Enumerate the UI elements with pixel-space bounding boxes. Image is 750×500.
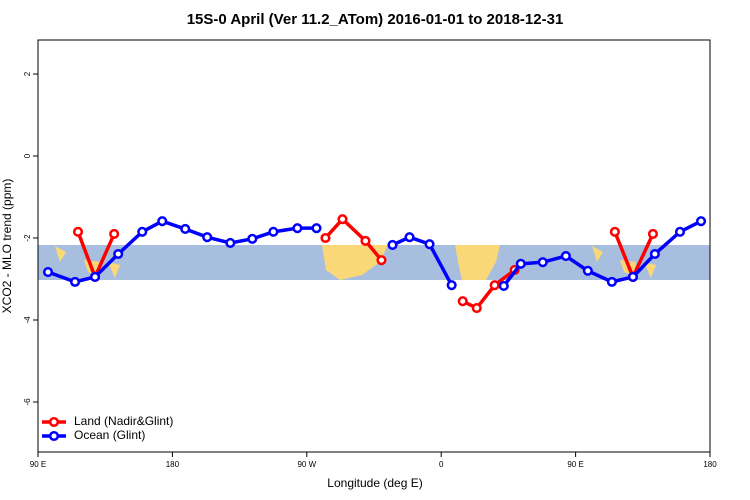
y-axis-label: XCO2 - MLO trend (ppm) xyxy=(0,179,14,314)
data-point xyxy=(515,258,526,269)
x-tick-label: 0 xyxy=(439,460,444,469)
y-tick-label: -2 xyxy=(23,234,32,242)
data-point xyxy=(582,265,593,276)
data-point xyxy=(292,223,303,234)
y-tick-label: 0 xyxy=(23,153,32,158)
data-point xyxy=(695,216,707,227)
data-point xyxy=(69,276,81,287)
y-tick-label: 2 xyxy=(23,71,32,76)
y-tick-label: -6 xyxy=(23,398,32,406)
land-area xyxy=(455,245,500,280)
data-point xyxy=(627,271,638,283)
data-point xyxy=(320,232,331,244)
data-point xyxy=(202,232,213,243)
data-point xyxy=(311,223,322,234)
data-point xyxy=(376,255,387,266)
data-point xyxy=(560,250,571,262)
data-point xyxy=(457,296,468,307)
legend-marker xyxy=(48,430,60,442)
legend-label: Land (Nadir&Glint) xyxy=(74,414,173,428)
data-point xyxy=(89,271,101,283)
land-area xyxy=(322,245,388,280)
data-point xyxy=(113,248,124,260)
x-tick-label: 90 E xyxy=(567,460,583,469)
x-tick-label: 180 xyxy=(166,460,180,469)
data-point xyxy=(337,214,348,225)
plot-frame xyxy=(37,39,711,453)
data-point xyxy=(537,257,548,268)
data-point xyxy=(387,239,398,251)
chart-title: 15S-0 April (Ver 11.2_ATom) 2016-01-01 t… xyxy=(187,11,564,28)
data-point xyxy=(649,248,660,260)
land-area xyxy=(592,246,656,278)
x-tick-label: 90 E xyxy=(30,460,46,469)
data-point xyxy=(446,280,457,291)
data-point xyxy=(157,216,168,227)
legend-label: Ocean (Glint) xyxy=(74,428,145,442)
y-tick-label: -4 xyxy=(23,316,32,324)
data-point xyxy=(498,280,509,292)
data-point xyxy=(225,237,236,248)
data-point xyxy=(424,239,435,250)
legend-marker xyxy=(48,416,60,428)
data-point xyxy=(268,226,279,237)
data-point xyxy=(109,228,120,239)
data-point xyxy=(247,233,258,244)
data-point xyxy=(137,226,148,237)
data-point xyxy=(360,235,371,246)
x-axis-label: Longitude (deg E) xyxy=(327,476,422,490)
data-point xyxy=(606,276,617,287)
data-point xyxy=(674,226,686,237)
data-point xyxy=(609,226,620,237)
x-tick-label: 180 xyxy=(703,460,717,469)
data-point xyxy=(471,303,482,314)
x-tick-label: 90 W xyxy=(297,460,316,469)
data-point xyxy=(489,280,500,291)
data-point xyxy=(180,223,191,235)
data-point xyxy=(647,228,659,239)
data-point xyxy=(42,266,54,278)
data-point xyxy=(404,232,415,243)
land-area xyxy=(55,246,120,278)
data-point xyxy=(72,226,84,237)
